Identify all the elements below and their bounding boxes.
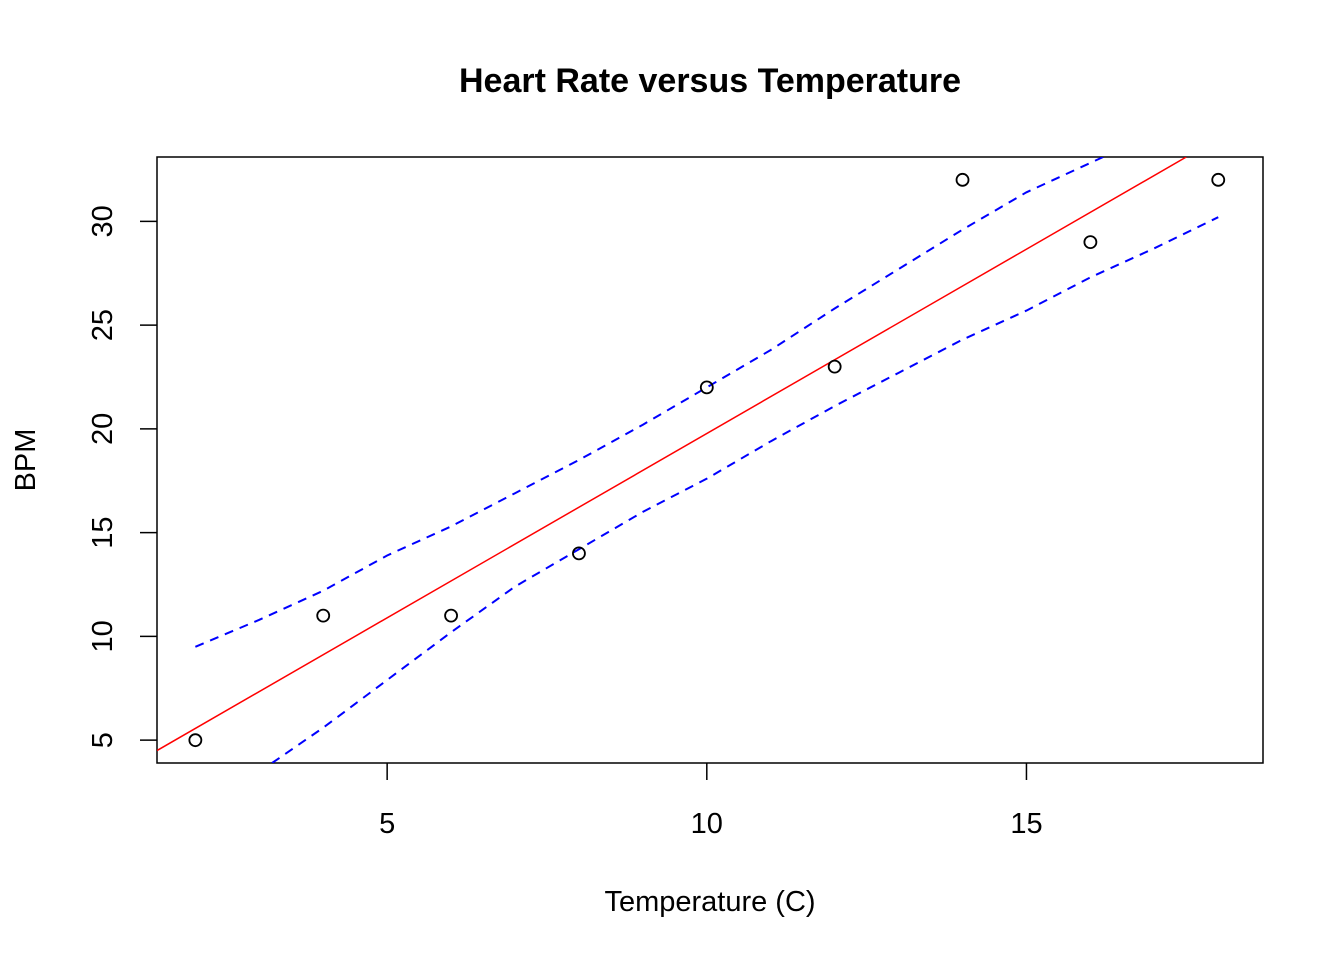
x-axis: 5 10 15 xyxy=(379,763,1043,840)
data-point xyxy=(1083,235,1098,249)
plot-frame xyxy=(156,156,1264,764)
data-point xyxy=(444,608,458,623)
x-tick-label: 10 xyxy=(691,808,723,840)
data-point xyxy=(1211,172,1226,187)
y-axis: 5 10 15 20 25 30 xyxy=(87,205,157,748)
data-point xyxy=(699,380,714,395)
y-tick-label: 5 xyxy=(87,732,119,748)
y-tick-label: 30 xyxy=(87,205,119,237)
data-point xyxy=(316,608,331,623)
x-tick-label: 5 xyxy=(379,808,395,840)
y-tick-label: 25 xyxy=(87,309,119,341)
data-point xyxy=(827,359,842,374)
y-axis-label: BPM xyxy=(10,429,42,492)
x-axis-label: Temperature (C) xyxy=(604,886,815,918)
data-point xyxy=(572,546,586,561)
y-tick-label: 10 xyxy=(87,620,119,652)
confidence-band-lower xyxy=(271,216,1219,763)
data-point xyxy=(955,172,970,187)
y-tick-label: 15 xyxy=(87,517,119,549)
chart-title: Heart Rate versus Temperature xyxy=(459,62,961,100)
data-points xyxy=(188,172,1226,748)
y-tick-label: 20 xyxy=(87,413,119,445)
data-point xyxy=(188,733,203,748)
confidence-band-upper xyxy=(194,157,1104,648)
regression-line xyxy=(157,157,1187,752)
plot-area xyxy=(157,157,1219,763)
x-tick-label: 15 xyxy=(1010,808,1042,840)
